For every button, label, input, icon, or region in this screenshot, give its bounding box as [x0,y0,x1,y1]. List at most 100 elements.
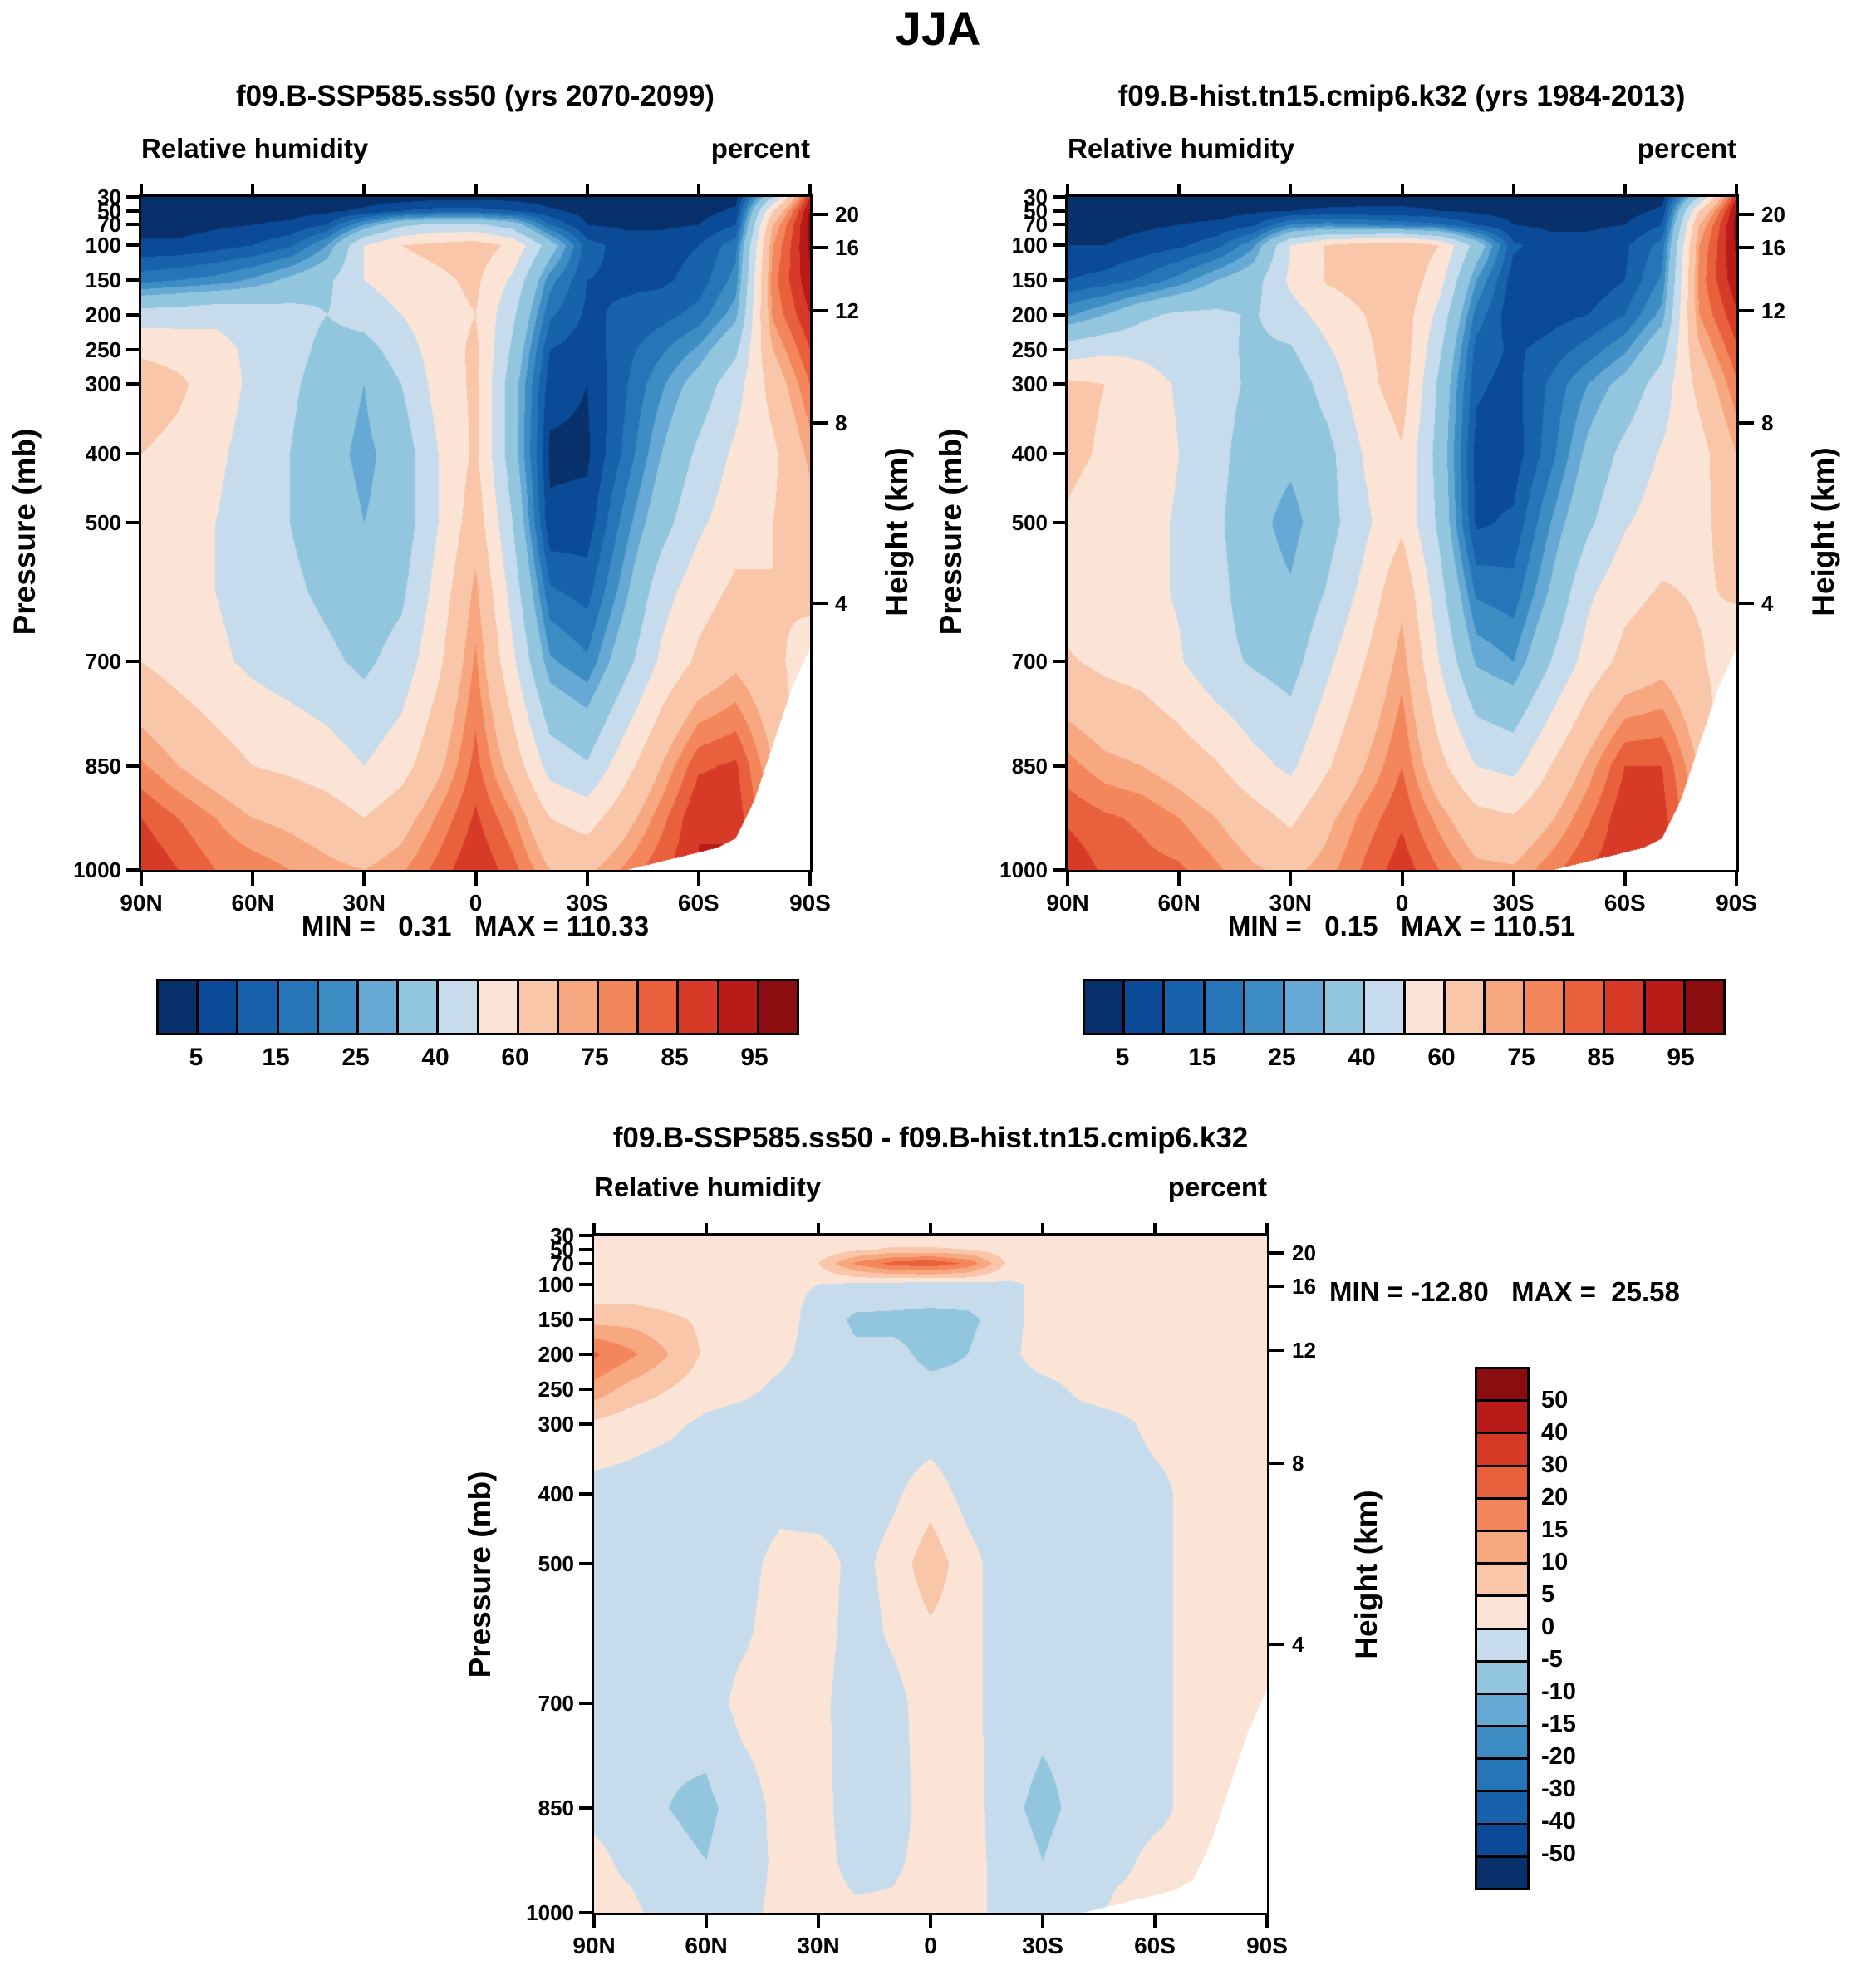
pressure-tick-label: 250 [538,1376,574,1402]
pressure-tick-label: 200 [1011,302,1048,327]
pressure-tick [126,223,141,227]
colorbar-cell [1325,981,1366,1033]
panel-subheader: Relative humidity percent [594,1172,1267,1203]
colorbar-tick-label: -10 [1541,1678,1576,1705]
latitude-tick-label: 60S [1134,1933,1176,1958]
colorbar-cell [399,981,440,1033]
field-label: Relative humidity [141,133,369,164]
latitude-tick [1400,872,1404,886]
pressure-tick-label: 1000 [73,857,121,882]
colorbar-tick-label: 10 [1541,1549,1569,1575]
colorbar-cell [1125,981,1166,1033]
colorbar-hist [1083,979,1726,1035]
height-tick [813,602,828,606]
colorbar-cell [1645,981,1686,1033]
pressure-tick [579,1352,594,1356]
pressure-axis-label: Pressure (mb) [463,1471,497,1678]
colorbar-tick-label: 5 [189,1044,204,1071]
pressure-tick-label: 150 [1011,268,1048,293]
latitude-tick-label: 90S [1246,1933,1288,1958]
minmax-hist: MIN = 0.15 MAX = 110.51 [1227,911,1576,941]
pressure-tick-label: 1000 [999,857,1048,882]
pressure-tick-label: 50 [1024,198,1048,224]
pressure-tick [126,521,141,525]
pressure-tick [126,312,141,317]
latitude-tick-top [705,1223,708,1233]
pressure-tick-label: 70 [1024,212,1048,238]
latitude-tick-label: 30N [1269,890,1313,916]
pressure-tick [126,195,141,199]
pressure-tick-label: 250 [85,337,121,362]
pressure-tick [579,1491,594,1496]
colorbar-tick-label: 15 [1188,1044,1216,1071]
colorbar-tick-label: 75 [1507,1044,1535,1071]
latitude-tick-label: 30N [797,1933,840,1958]
latitude-tick-top [1289,184,1293,194]
contour-plot-difference [592,1233,1269,1915]
latitude-tick-label: 90N [572,1933,616,1958]
height-tick [1269,1348,1284,1352]
colorbar-tick-label: 60 [501,1044,529,1071]
latitude-tick [1623,872,1627,886]
panel-subheader: Relative humidity percent [1068,133,1736,165]
colorbar-tick-label: 30 [1541,1452,1569,1478]
colorbar-cell [1477,1694,1527,1728]
pressure-tick [126,660,141,664]
pressure-tick [1053,451,1068,455]
pressure-tick-label: 300 [85,371,121,397]
colorbar-cell [1477,1499,1527,1532]
pressure-tick-label: 850 [85,753,121,779]
height-tick [1269,1643,1284,1647]
colorbar-cell [1525,981,1566,1033]
latitude-tick [1265,1915,1269,1928]
colorbar-tick-label: 25 [341,1044,370,1071]
pressure-tick [1053,312,1068,317]
panel-subheader: Relative humidity percent [141,133,810,165]
colorbar-tick-label: 60 [1427,1044,1456,1071]
colorbar-cell [238,981,279,1033]
latitude-tick-label: 30S [1022,1933,1063,1958]
pressure-tick-label: 400 [1011,440,1048,466]
pressure-tick-label: 300 [538,1411,574,1437]
colorbar-cell [558,981,600,1033]
pressure-tick [126,209,141,213]
colorbar-cell [679,981,719,1033]
colorbar-cell [358,981,400,1033]
height-tick [813,308,828,312]
pressure-tick [126,868,141,872]
colorbar-cell [1685,981,1723,1033]
colorbar-cell [1245,981,1285,1033]
colorbar-cell [1477,1629,1527,1663]
pressure-tick-label: 200 [85,302,121,327]
colorbar-cell [719,981,759,1033]
colorbar-tick-label: 85 [1587,1044,1615,1071]
latitude-tick [585,872,589,886]
pressure-tick-label: 700 [85,649,121,675]
latitude-tick-top [1511,184,1515,194]
pressure-tick [1053,223,1068,227]
pressure-tick-label: 150 [538,1306,574,1332]
latitude-tick [1511,872,1515,886]
latitude-tick-label: 60N [1157,890,1201,916]
pressure-tick [126,347,141,351]
pressure-tick-label: 1000 [526,1900,574,1925]
height-tick-label: 4 [1292,1632,1304,1658]
pressure-tick-label: 100 [538,1271,574,1297]
pressure-tick-label: 200 [538,1341,574,1367]
latitude-tick-top [592,1223,596,1233]
colorbar-tick-label: 5 [1115,1044,1130,1071]
pressure-tick-label: 250 [1011,337,1048,362]
colorbar-cell [1477,1760,1527,1793]
height-tick [1739,308,1754,312]
latitude-tick [1177,872,1181,886]
latitude-tick-label: 30S [1492,890,1535,916]
colorbar-tick-label: 0 [1541,1614,1555,1640]
colorbar-cell [1477,1857,1527,1888]
colorbar-tick-label: 20 [1541,1484,1569,1511]
pressure-tick [579,1561,594,1565]
pressure-tick [1053,243,1068,248]
colorbar-cell [759,981,797,1033]
pressure-tick [579,1806,594,1810]
latitude-tick [251,872,255,886]
